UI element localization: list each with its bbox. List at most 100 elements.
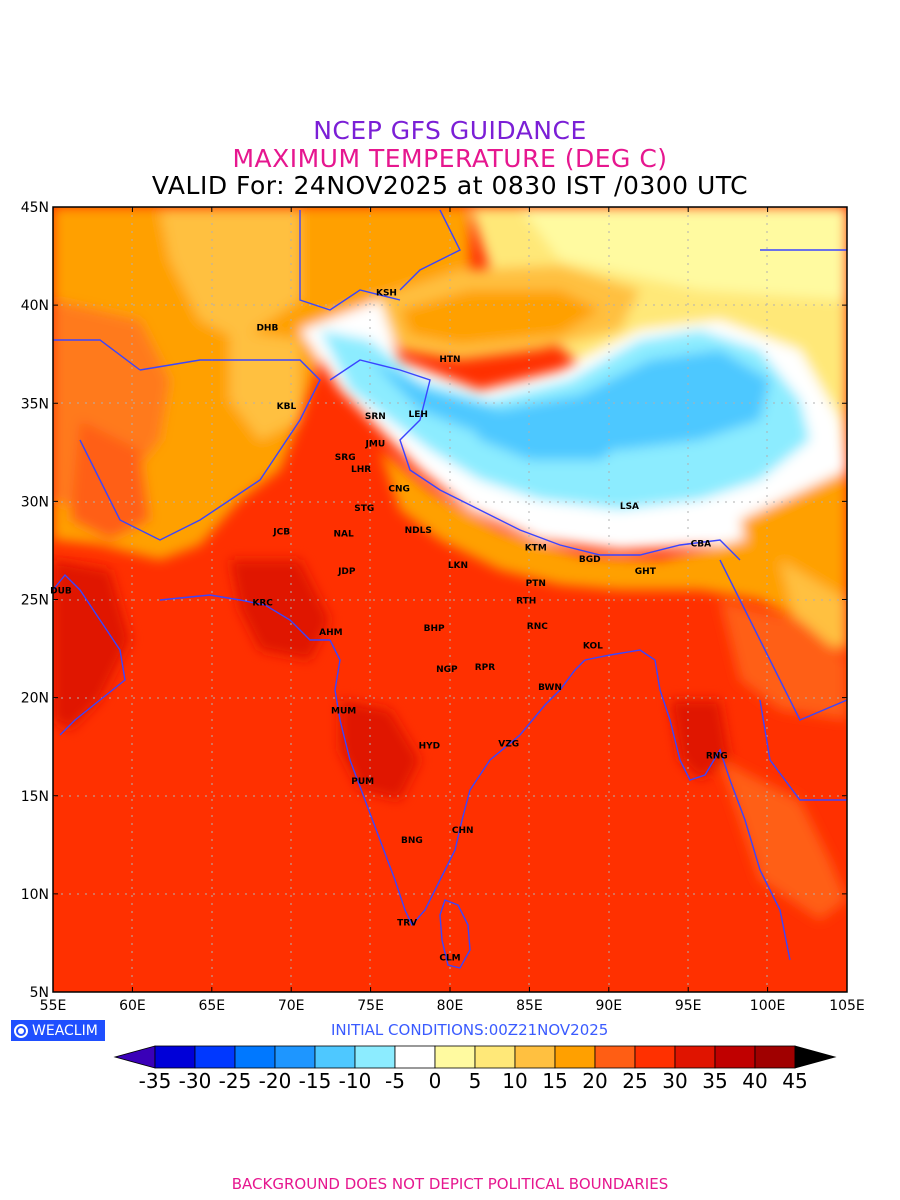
lat-label: 45N — [21, 200, 49, 216]
colorbar-segment — [754, 1045, 796, 1069]
station-label-ahm: AHM — [319, 628, 342, 638]
colorbar-max-arrow — [794, 1045, 837, 1069]
lon-label: 60E — [119, 998, 146, 1014]
lon-label: 95E — [675, 998, 702, 1014]
lon-label: 90E — [595, 998, 622, 1014]
weaclim-logo: WEACLIM — [11, 1020, 105, 1041]
station-label-jmu: JMU — [365, 439, 386, 449]
colorbar-level-label: 25 — [622, 1069, 647, 1093]
weaclim-globe-icon — [14, 1023, 28, 1038]
lat-label: 30N — [21, 494, 49, 510]
colorbar-min-arrow — [113, 1045, 156, 1069]
station-label-lsa: LSA — [620, 502, 639, 512]
lat-label: 15N — [21, 789, 49, 805]
station-label-kol: KOL — [583, 642, 603, 652]
station-label-clm: CLM — [439, 954, 460, 964]
station-label-ptn: PTN — [526, 579, 546, 589]
station-label-krc: KRC — [252, 598, 273, 608]
colorbar-segment — [154, 1045, 196, 1069]
colorbar-level-label: 40 — [742, 1069, 767, 1093]
colorbar-segment — [714, 1045, 756, 1069]
colorbar-segment — [274, 1045, 316, 1069]
colorbar-level-label: 0 — [429, 1069, 442, 1093]
longitude-labels: 55E 60E 65E 70E 75E 80E 85E 90E 95E 100E 105E — [40, 998, 865, 1014]
footer-disclaimer: BACKGROUND DOES NOT DEPICT POLITICAL BOU… — [231, 1175, 669, 1193]
station-label-vzg: VZG — [498, 740, 519, 750]
colorbar-segment — [474, 1045, 516, 1069]
station-labels: KSH DHB HTN KBL SRN LEH JMU SRG LHR CNG LSA STG JCB N… — [50, 288, 728, 963]
lat-label: 40N — [21, 298, 49, 314]
colorbar-level-label: 30 — [662, 1069, 687, 1093]
title-line-1: NCEP GFS GUIDANCE — [313, 116, 587, 145]
colorbar-level-label: -35 — [139, 1069, 172, 1093]
station-label-lhr: LHR — [351, 465, 371, 475]
station-label-chn: CHN — [452, 826, 474, 836]
lon-label: 70E — [278, 998, 305, 1014]
colorbar-level-label: 5 — [469, 1069, 482, 1093]
station-label-rpr: RPR — [475, 663, 496, 673]
colorbar-level-label: -10 — [339, 1069, 372, 1093]
station-label-leh: LEH — [409, 410, 428, 420]
station-label-bng: BNG — [401, 836, 423, 846]
station-label-rng: RNG — [706, 751, 728, 761]
weaclim-logo-text: WEACLIM — [32, 1022, 98, 1039]
lon-label: 100E — [750, 998, 786, 1014]
colorbar-level-label: -15 — [299, 1069, 332, 1093]
lon-label: 80E — [437, 998, 464, 1014]
station-label-rth: RTH — [516, 596, 536, 606]
colorbar-segment — [314, 1045, 356, 1069]
lat-label: 25N — [21, 593, 49, 609]
temperature-field — [53, 207, 847, 992]
title-line-3: VALID For: 24NOV2025 at 0830 IST /0300 U… — [151, 171, 749, 200]
colorbar-segment — [434, 1045, 476, 1069]
station-label-bhp: BHP — [424, 624, 445, 634]
colorbar-segment — [674, 1045, 716, 1069]
initial-conditions: INITIAL CONDITIONS:00Z21NOV2025 — [331, 1021, 609, 1039]
station-label-dhb: DHB — [256, 324, 278, 334]
colorbar-level-label: 15 — [542, 1069, 567, 1093]
colorbar-segment — [194, 1045, 236, 1069]
station-label-jdp: JDP — [337, 567, 356, 577]
station-label-stg: STG — [354, 504, 374, 514]
lat-label: 10N — [21, 887, 49, 903]
lon-label: 55E — [40, 998, 67, 1014]
station-label-htn: HTN — [439, 355, 460, 365]
lon-label: 65E — [198, 998, 225, 1014]
colorbar-level-label: 20 — [582, 1069, 607, 1093]
coastlines — [53, 209, 847, 969]
colorbar-segment — [554, 1045, 596, 1069]
station-label-ktm: KTM — [525, 543, 547, 553]
station-label-ght: GHT — [635, 567, 657, 577]
colorbar-segment — [234, 1045, 276, 1069]
colorbar-level-label: -30 — [179, 1069, 212, 1093]
colorbar-level-label: 35 — [702, 1069, 727, 1093]
station-label-srn: SRN — [365, 412, 386, 422]
lon-label: 75E — [357, 998, 384, 1014]
lon-label: 85E — [516, 998, 543, 1014]
lat-label: 5N — [30, 985, 49, 1001]
station-label-trv: TRV — [397, 918, 417, 928]
lat-label: 20N — [21, 691, 49, 707]
colorbar-segment — [594, 1045, 636, 1069]
station-label-bwn: BWN — [538, 683, 562, 693]
station-label-jcb: JCB — [272, 528, 290, 538]
colorbar-level-label: -25 — [219, 1069, 252, 1093]
lat-label: 35N — [21, 396, 49, 412]
station-label-kbl: KBL — [277, 402, 297, 412]
colorbar-segment — [394, 1045, 436, 1069]
station-label-rnc: RNC — [527, 622, 548, 632]
station-label-lkn: LKN — [448, 561, 468, 571]
lon-label: 105E — [829, 998, 865, 1014]
station-label-ngp: NGP — [436, 665, 458, 675]
colorbar-level-label: 45 — [782, 1069, 807, 1093]
colorbar-level-label: 10 — [502, 1069, 527, 1093]
title-line-2: MAXIMUM TEMPERATURE (DEG C) — [232, 144, 668, 173]
colorbar-segment — [514, 1045, 556, 1069]
station-label-cng: CNG — [388, 485, 410, 495]
colorbar-segment — [634, 1045, 676, 1069]
station-label-mum: MUM — [331, 706, 356, 716]
colorbar-level-label: -5 — [385, 1069, 405, 1093]
station-label-hyd: HYD — [419, 742, 441, 752]
station-label-srg: SRG — [335, 453, 356, 463]
